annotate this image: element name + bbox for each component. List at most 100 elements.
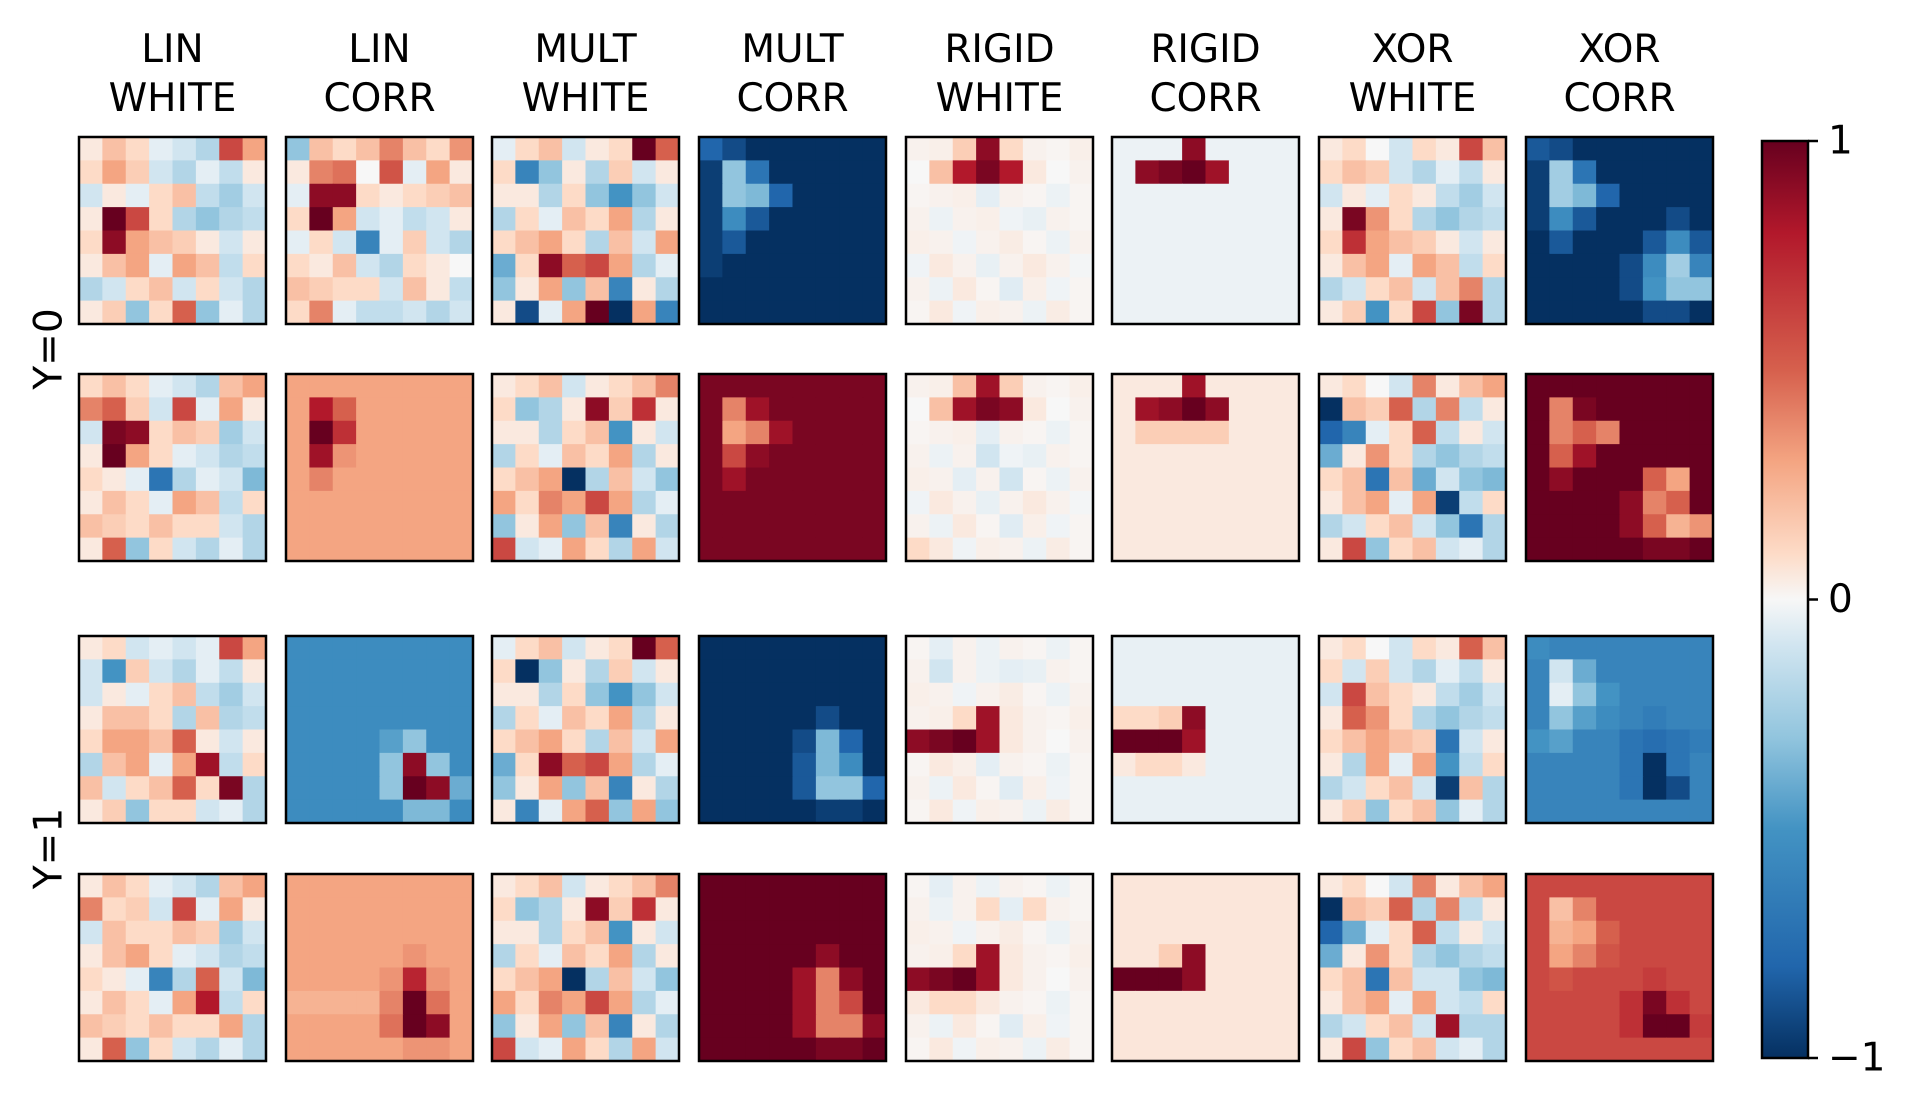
heatmap-cell [1205,230,1230,255]
heatmap-cell [1135,874,1160,898]
heatmap-cell [1022,920,1047,945]
panel-frame [77,634,268,825]
heatmap-cell [1342,659,1367,684]
column-title-line2: WHITE [936,76,1064,121]
heatmap-cell [585,397,610,422]
heatmap-cell [79,277,103,302]
heatmap-cell [608,729,633,754]
heatmap-cell [149,659,174,684]
heatmap-cell [792,659,817,684]
heatmap-cell [356,300,381,325]
heatmap-cell [1365,397,1390,422]
heatmap-cell [1666,897,1691,922]
heatmap-cell [492,183,516,208]
heatmap-cell [1022,467,1047,492]
heatmap-cell [1205,183,1230,208]
heatmap-cell [792,920,817,945]
heatmap-cell [102,207,127,232]
heatmap-cell [1619,752,1644,777]
heatmap-cell [839,920,864,945]
heatmap-cell [1228,636,1253,660]
heatmap-cell [149,230,174,255]
heatmap-cell [515,207,540,232]
heatmap-cell [426,230,451,255]
heatmap-cell [815,776,840,801]
heatmap-cell [1365,636,1390,660]
heatmap-cell [515,490,540,515]
heatmap-cell [632,706,657,731]
heatmap-cell [1459,230,1484,255]
heatmap-cell [745,160,770,185]
heatmap-cell [1642,207,1667,232]
heatmap-cell [839,277,864,302]
heatmap-cell [125,183,150,208]
heatmap-cell [1365,444,1390,469]
heatmap-cell [839,799,864,824]
heatmap-cell [242,300,267,325]
heatmap-cell [792,374,817,398]
heatmap-cell [792,682,817,707]
heatmap-cell [79,944,103,969]
heatmap-cell [1596,207,1621,232]
heatmap-cell [1046,277,1071,302]
heatmap-cell [402,253,427,278]
heatmap-cell [1319,799,1343,824]
heatmap-cell [999,444,1024,469]
heatmap-cell [745,682,770,707]
heatmap-cell [1022,897,1047,922]
heatmap-cell [1619,467,1644,492]
heatmap-cell [79,874,103,898]
heatmap-cell [286,920,310,945]
heatmap-cell [1596,944,1621,969]
heatmap-cell [769,207,794,232]
heatmap-cell [492,253,516,278]
heatmap-cell [1412,729,1437,754]
heatmap-cell [1642,444,1667,469]
heatmap-cell [562,659,587,684]
heatmap-cell [699,514,723,539]
heatmap-cell [745,397,770,422]
heatmap-cell [195,752,220,777]
heatmap-cell [172,990,197,1015]
heatmap-cell [242,944,267,969]
heatmap-cell [769,490,794,515]
heatmap-cell [699,659,723,684]
heatmap-panel [697,872,888,1063]
heatmap-cell [722,514,747,539]
heatmap-cell [608,277,633,302]
heatmap-cell [1228,300,1253,325]
heatmap-cell [172,799,197,824]
heatmap-cell [792,230,817,255]
heatmap-cell [585,944,610,969]
heatmap-cell [1389,944,1414,969]
heatmap-cell [1619,920,1644,945]
heatmap-cell [1435,444,1460,469]
heatmap-cell [1526,397,1550,422]
heatmap-panel [1110,135,1301,326]
heatmap-cell [79,1037,103,1062]
heatmap-cell [1389,1014,1414,1039]
heatmap-cell [515,444,540,469]
heatmap-cell [862,374,887,398]
heatmap-cell [1689,444,1714,469]
heatmap-cell [839,776,864,801]
heatmap-cell [515,420,540,445]
heatmap-cell [1365,776,1390,801]
heatmap-cell [219,897,244,922]
heatmap-cell [1112,183,1136,208]
heatmap-cell [195,944,220,969]
heatmap-cell [79,253,103,278]
heatmap-cell [1228,706,1253,731]
heatmap-cell [1526,776,1550,801]
heatmap-cell [722,897,747,922]
heatmap-cell [608,420,633,445]
heatmap-cell [356,374,381,398]
heatmap-cell [1158,799,1183,824]
heatmap-cell [79,1014,103,1039]
heatmap-cell [745,253,770,278]
heatmap-cell [1459,920,1484,945]
heatmap-cell [219,752,244,777]
heatmap-cell [125,967,150,992]
heatmap-cell [1275,374,1300,398]
heatmap-cell [1526,1037,1550,1062]
